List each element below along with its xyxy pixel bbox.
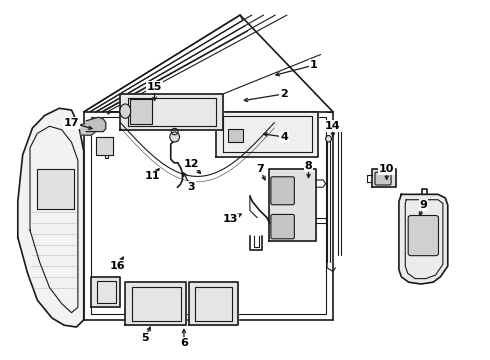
FancyBboxPatch shape [408,216,439,256]
Text: 5: 5 [141,333,148,343]
Polygon shape [121,94,223,130]
Text: 17: 17 [64,118,79,128]
Polygon shape [399,194,448,284]
Text: 13: 13 [222,215,238,224]
Ellipse shape [170,132,179,142]
Text: 7: 7 [256,164,264,174]
Text: 16: 16 [110,261,126,271]
Polygon shape [96,137,113,155]
Text: 8: 8 [305,161,313,171]
Ellipse shape [120,104,131,118]
Polygon shape [130,99,152,125]
FancyBboxPatch shape [271,177,294,205]
Polygon shape [86,117,106,132]
Polygon shape [216,112,318,157]
Polygon shape [270,169,316,241]
FancyBboxPatch shape [271,215,294,239]
Text: 4: 4 [280,132,288,142]
Text: 6: 6 [180,338,188,348]
Text: 2: 2 [280,89,288,99]
Text: 3: 3 [188,182,195,192]
Text: 15: 15 [147,82,162,92]
Polygon shape [91,277,121,307]
FancyBboxPatch shape [375,172,391,185]
Text: 9: 9 [419,200,427,210]
Polygon shape [189,282,238,325]
Text: 12: 12 [183,159,199,169]
Text: 14: 14 [325,121,341,131]
Text: 10: 10 [379,164,394,174]
Polygon shape [81,123,98,135]
Polygon shape [372,169,396,187]
Bar [228,129,243,142]
Text: 11: 11 [145,171,160,181]
Polygon shape [37,169,74,209]
Ellipse shape [326,135,331,142]
Polygon shape [125,282,186,325]
Text: 1: 1 [310,60,318,70]
Polygon shape [18,108,84,327]
